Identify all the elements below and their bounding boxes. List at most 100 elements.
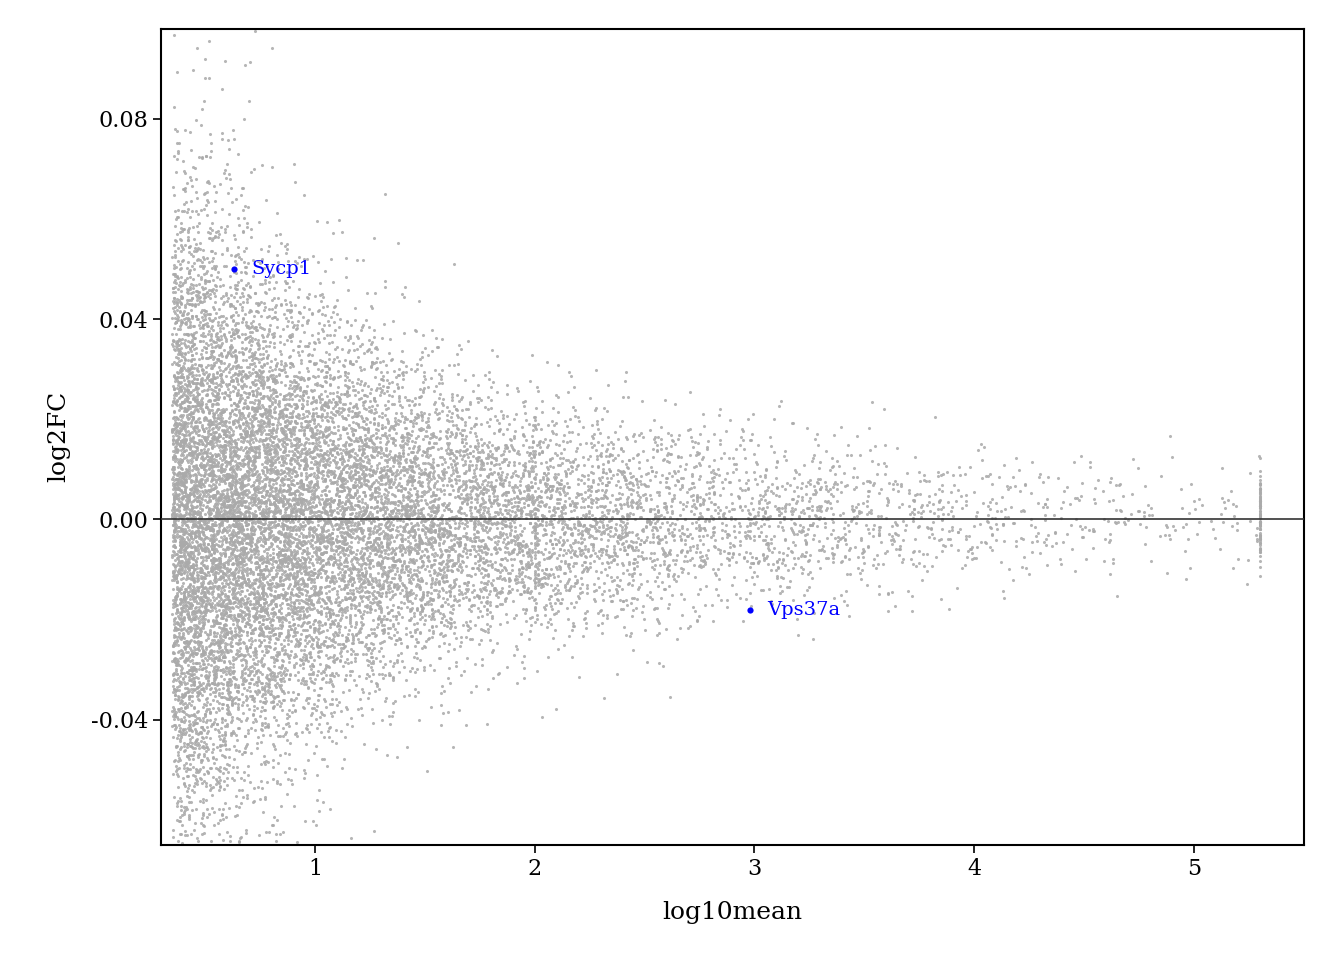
Point	[253, 508, 274, 523]
Point	[496, 451, 517, 467]
Point	[173, 611, 195, 626]
Point	[168, 562, 190, 577]
Point	[253, 533, 274, 548]
Point	[220, 391, 242, 406]
Point	[284, 414, 305, 429]
Point	[567, 526, 589, 541]
Point	[1222, 560, 1243, 575]
Point	[212, 511, 234, 526]
Point	[231, 590, 253, 606]
Point	[360, 515, 382, 530]
Point	[199, 544, 220, 560]
Point	[262, 429, 284, 444]
Point	[281, 587, 302, 602]
Point	[386, 553, 407, 568]
Point	[187, 493, 208, 509]
Point	[208, 522, 230, 538]
Point	[392, 444, 414, 460]
Point	[468, 504, 489, 519]
Point	[267, 544, 289, 560]
Point	[195, 335, 216, 350]
Point	[401, 460, 422, 475]
Point	[780, 573, 801, 588]
Point	[1085, 495, 1106, 511]
Point	[388, 445, 410, 461]
Point	[250, 391, 271, 406]
Point	[210, 812, 231, 828]
Point	[466, 561, 488, 576]
Point	[255, 516, 277, 531]
Point	[884, 533, 906, 548]
Point	[173, 433, 195, 448]
Point	[281, 634, 302, 649]
Point	[286, 255, 308, 271]
Point	[335, 553, 356, 568]
Point	[235, 536, 257, 551]
Point	[316, 298, 337, 313]
Point	[372, 671, 394, 686]
Point	[214, 389, 235, 404]
Point	[366, 509, 387, 524]
Point	[419, 426, 441, 442]
Point	[239, 368, 261, 383]
Point	[222, 550, 243, 565]
Point	[439, 445, 461, 461]
Point	[621, 568, 642, 584]
Point	[169, 347, 191, 362]
Point	[314, 354, 336, 370]
Point	[218, 510, 239, 525]
Point	[762, 557, 784, 572]
Point	[399, 527, 421, 542]
Point	[173, 381, 195, 396]
Point	[163, 436, 184, 451]
Point	[564, 535, 586, 550]
Point	[222, 450, 243, 466]
Point	[190, 682, 211, 697]
Point	[755, 528, 777, 543]
Point	[444, 557, 465, 572]
Point	[401, 499, 422, 515]
Point	[245, 447, 266, 463]
Point	[199, 492, 220, 508]
Point	[364, 546, 386, 562]
Point	[739, 560, 761, 575]
Point	[210, 407, 231, 422]
Point	[168, 688, 190, 704]
Point	[164, 447, 185, 463]
Point	[372, 523, 394, 539]
Point	[276, 559, 297, 574]
Point	[223, 474, 245, 490]
Point	[267, 525, 289, 540]
Point	[961, 551, 982, 566]
Point	[233, 552, 254, 567]
Point	[478, 530, 500, 545]
Point	[567, 457, 589, 472]
Point	[310, 400, 332, 416]
Point	[429, 549, 450, 564]
Point	[214, 451, 235, 467]
Point	[845, 469, 867, 485]
Point	[196, 175, 218, 190]
Point	[285, 408, 306, 423]
Point	[524, 614, 546, 630]
Point	[296, 622, 317, 637]
Point	[188, 526, 210, 541]
Point	[534, 600, 555, 615]
Point	[278, 606, 300, 621]
Point	[593, 607, 614, 622]
Point	[202, 451, 223, 467]
Point	[251, 609, 273, 624]
Point	[262, 575, 284, 590]
Point	[187, 311, 208, 326]
Point	[367, 610, 388, 625]
Point	[320, 454, 341, 469]
Point	[179, 340, 200, 355]
Point	[607, 528, 629, 543]
Point	[173, 776, 195, 791]
Point	[497, 506, 519, 521]
Point	[194, 266, 215, 281]
Point	[503, 510, 524, 525]
Point	[305, 509, 327, 524]
Point	[376, 452, 398, 468]
Point	[493, 531, 515, 546]
